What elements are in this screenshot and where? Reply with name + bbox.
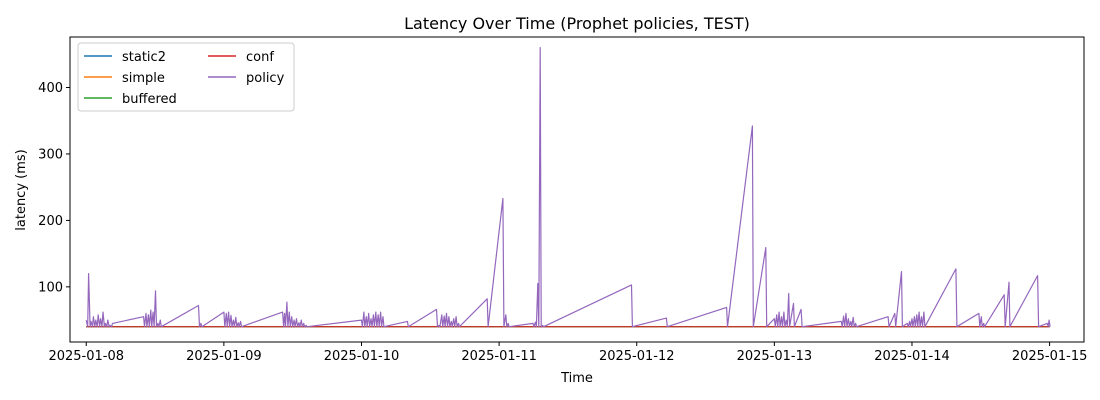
x-tick-label: 2025-01-12: [599, 349, 675, 364]
legend-label-buffered: buffered: [122, 92, 177, 107]
y-tick-label: 100: [38, 280, 63, 295]
x-tick-label: 2025-01-09: [186, 349, 262, 364]
legend-label-static2: static2: [122, 50, 166, 65]
y-tick-label: 300: [38, 147, 63, 162]
x-axis: 2025-01-08 2025-01-09 2025-01-10 2025-01-11…: [48, 342, 1087, 364]
series-line-policy: [85, 47, 1051, 328]
series-lines: [85, 47, 1051, 328]
x-tick-label: 2025-01-08: [48, 349, 124, 364]
chart-title: Latency Over Time (Prophet policies, TES…: [404, 14, 750, 33]
plot-frame: [69, 36, 1085, 343]
legend-label-conf: conf: [246, 50, 274, 65]
legend: static2 simple buffered conf policy: [77, 42, 295, 112]
x-tick-label: 2025-01-13: [737, 349, 813, 364]
x-tick-label: 2025-01-14: [874, 349, 950, 364]
y-tick-label: 400: [38, 81, 63, 96]
legend-label-simple: simple: [122, 71, 165, 86]
x-axis-label: Time: [560, 371, 593, 386]
y-axis: 100 200 300 400: [38, 81, 70, 295]
legend-label-policy: policy: [246, 71, 285, 86]
y-axis-label: latency (ms): [14, 149, 29, 230]
x-tick-label: 2025-01-11: [461, 349, 537, 364]
x-tick-label: 2025-01-15: [1012, 349, 1088, 364]
y-tick-label: 200: [38, 214, 63, 229]
legend-box: [77, 42, 295, 112]
x-tick-label: 2025-01-10: [324, 349, 400, 364]
